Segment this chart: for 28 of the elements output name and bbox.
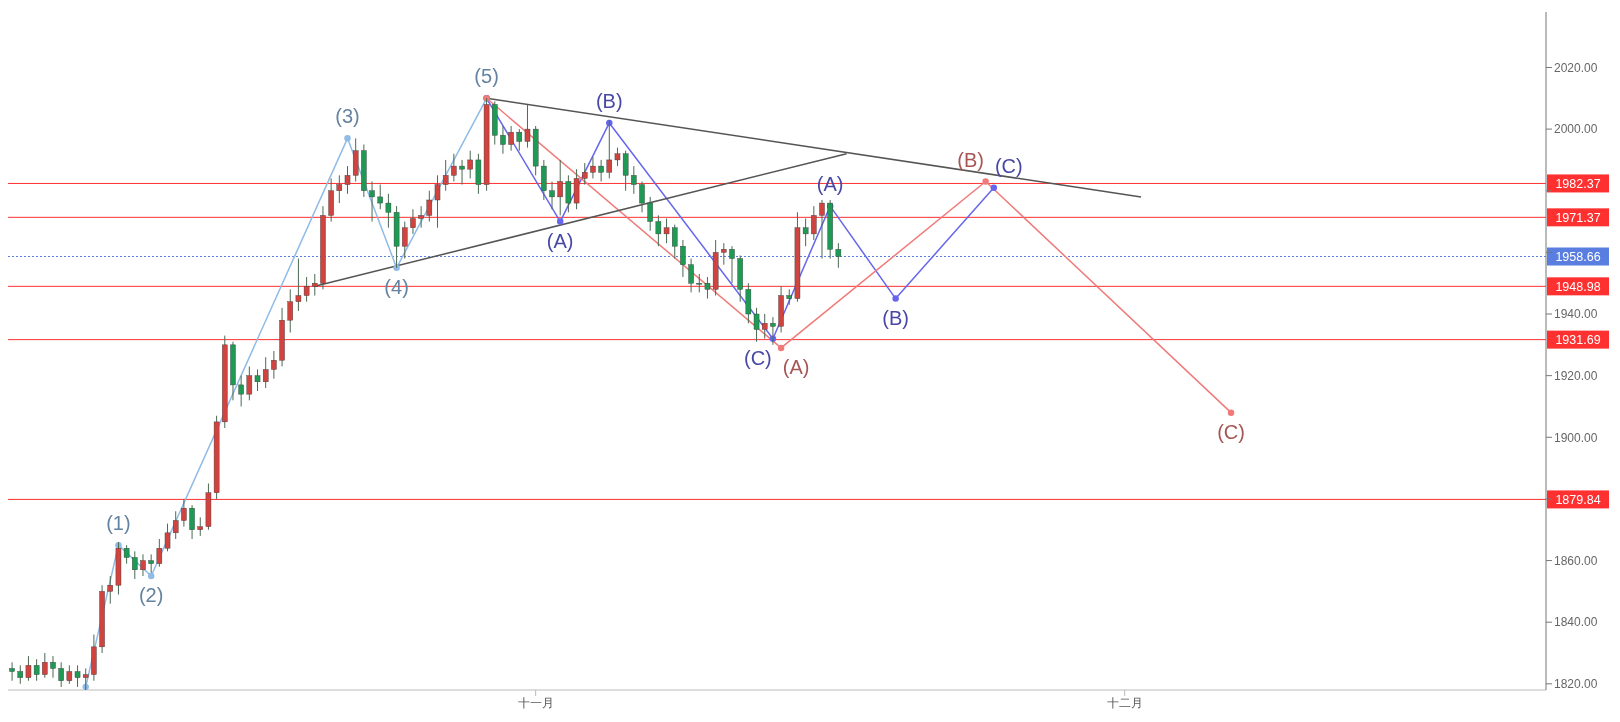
- y-tick-label: 1940.00: [1554, 307, 1598, 322]
- annotation: (A): [782, 355, 810, 378]
- x-tick-label: 十一月: [517, 695, 554, 710]
- ref-line-label: 1971.37: [1555, 210, 1601, 225]
- y-tick-label: 1840.00: [1554, 615, 1598, 630]
- ref-line-label: 1948.98: [1555, 279, 1601, 294]
- x-tick-label: 十二月: [1106, 695, 1143, 710]
- annotation: (A): [546, 229, 574, 252]
- ref-line-label: 1982.37: [1555, 176, 1601, 191]
- y-tick-label: 1900.00: [1554, 430, 1598, 445]
- y-tick-label: 2020.00: [1554, 60, 1598, 75]
- annotation: (5): [474, 65, 499, 88]
- ref-line-label: 1931.69: [1555, 333, 1601, 348]
- annotation: (B): [882, 306, 909, 329]
- y-tick-label: 2000.00: [1554, 122, 1598, 137]
- annotation: (3): [335, 105, 360, 128]
- annotation: (B): [957, 148, 984, 171]
- annotation: (C): [744, 346, 772, 369]
- ref-line-label: 1958.66: [1555, 250, 1601, 265]
- ref-line-label: 1879.84: [1555, 492, 1601, 507]
- y-tick-label: 1920.00: [1554, 368, 1598, 383]
- y-tick-label: 1860.00: [1554, 553, 1598, 568]
- annotation: (1): [106, 512, 131, 535]
- annotation: (2): [138, 583, 164, 606]
- annotation: (C): [1217, 420, 1245, 443]
- y-tick-label: 1820.00: [1554, 677, 1598, 692]
- annotation: (B): [595, 89, 623, 112]
- annotation: (C): [994, 154, 1023, 177]
